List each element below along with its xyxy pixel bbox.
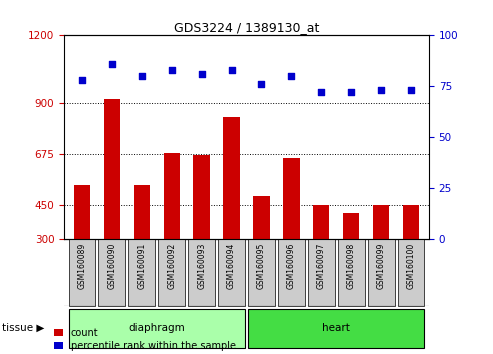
Bar <box>134 185 150 307</box>
Bar <box>373 205 389 307</box>
Bar <box>188 239 215 306</box>
Bar <box>69 239 96 306</box>
Bar <box>403 205 419 307</box>
Bar <box>69 309 245 348</box>
Text: GSM160098: GSM160098 <box>347 242 355 289</box>
Text: tissue ▶: tissue ▶ <box>2 323 45 333</box>
Point <box>287 73 295 79</box>
Bar <box>218 239 245 306</box>
Bar <box>193 155 210 307</box>
Text: GSM160089: GSM160089 <box>77 242 87 289</box>
Bar <box>223 117 240 307</box>
Bar <box>368 239 394 306</box>
Bar <box>248 239 275 306</box>
Point <box>317 90 325 95</box>
Bar <box>343 213 359 307</box>
Text: GSM160093: GSM160093 <box>197 242 206 289</box>
Bar <box>248 309 424 348</box>
Bar <box>338 239 365 306</box>
Text: GSM160096: GSM160096 <box>287 242 296 289</box>
Point <box>347 90 355 95</box>
Point <box>168 67 176 73</box>
Text: GSM160090: GSM160090 <box>107 242 116 289</box>
Bar <box>74 185 90 307</box>
Text: GSM160099: GSM160099 <box>377 242 386 289</box>
Text: GSM160097: GSM160097 <box>317 242 326 289</box>
Point <box>138 73 146 79</box>
Text: diaphragm: diaphragm <box>128 323 185 333</box>
Point <box>198 71 206 77</box>
Point <box>78 78 86 83</box>
Text: heart: heart <box>322 323 350 333</box>
Bar <box>313 205 329 307</box>
Point <box>377 87 385 93</box>
Text: GSM160094: GSM160094 <box>227 242 236 289</box>
Bar <box>99 239 125 306</box>
Bar <box>308 239 335 306</box>
Point <box>257 81 265 87</box>
Point <box>407 87 415 93</box>
Bar <box>283 158 300 307</box>
Bar <box>104 99 120 307</box>
Bar <box>164 153 180 307</box>
Point <box>108 61 116 67</box>
Bar <box>397 239 424 306</box>
Point <box>228 67 236 73</box>
Bar <box>253 196 270 307</box>
Bar <box>278 239 305 306</box>
Text: GSM160100: GSM160100 <box>406 242 416 289</box>
Legend: count, percentile rank within the sample: count, percentile rank within the sample <box>54 328 236 351</box>
Title: GDS3224 / 1389130_at: GDS3224 / 1389130_at <box>174 21 319 34</box>
Text: GSM160095: GSM160095 <box>257 242 266 289</box>
Text: GSM160091: GSM160091 <box>138 242 146 289</box>
Bar <box>158 239 185 306</box>
Text: GSM160092: GSM160092 <box>167 242 176 289</box>
Bar <box>128 239 155 306</box>
